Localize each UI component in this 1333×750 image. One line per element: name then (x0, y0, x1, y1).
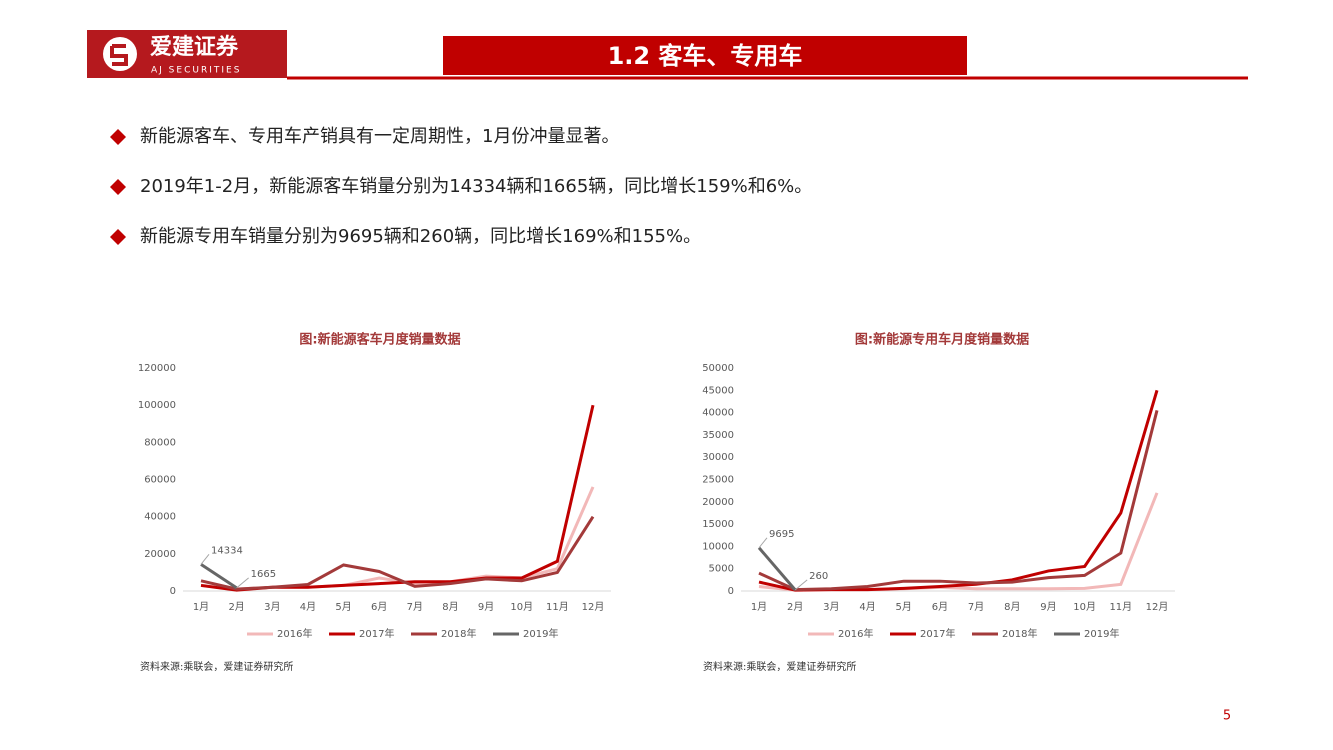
x-tick-label: 1月 (193, 601, 209, 613)
data-label: 260 (809, 571, 828, 582)
logo-en: AJ SECURITIES (151, 66, 241, 76)
logo-cn: 爱建证券 (150, 34, 239, 60)
y-tick-label: 60000 (144, 475, 176, 486)
data-label: 9695 (769, 529, 794, 540)
x-tick-label: 8月 (442, 601, 458, 613)
title-bar (443, 36, 967, 75)
label-leader (236, 577, 249, 589)
legend-label: 2018年 (1002, 627, 1037, 640)
legend-label: 2018年 (441, 627, 476, 640)
x-tick-label: 2月 (787, 601, 803, 613)
legend-label: 2017年 (359, 627, 394, 640)
x-tick-label: 11月 (1109, 601, 1132, 613)
y-tick-label: 80000 (144, 437, 176, 448)
data-label: 14334 (211, 545, 243, 556)
x-tick-label: 3月 (823, 601, 839, 613)
x-tick-label: 10月 (510, 601, 533, 613)
y-tick-label: 20000 (144, 549, 176, 560)
data-label: 1665 (251, 569, 276, 580)
bullet-text: 新能源客车、专用车产销具有一定周期性，1月份冲量显著。 (140, 126, 619, 147)
bullet-diamond (110, 179, 126, 195)
y-tick-label: 50000 (702, 363, 734, 374)
y-tick-label: 45000 (702, 385, 734, 396)
x-tick-label: 11月 (546, 601, 569, 613)
y-tick-label: 25000 (702, 475, 734, 486)
x-tick-label: 5月 (335, 601, 351, 613)
series-line (758, 410, 1159, 592)
y-tick-label: 40000 (144, 512, 176, 523)
series-line (200, 563, 238, 590)
x-tick-label: 4月 (859, 601, 875, 613)
label-leader (758, 537, 768, 549)
x-tick-label: 6月 (371, 601, 387, 613)
x-tick-label: 7月 (407, 601, 423, 613)
legend-label: 2019年 (1084, 627, 1119, 640)
y-tick-label: 120000 (138, 363, 176, 374)
y-tick-label: 30000 (702, 452, 734, 463)
x-tick-label: 12月 (582, 601, 605, 613)
y-tick-label: 100000 (138, 400, 176, 411)
chart-title: 图:新能源专用车月度销量数据 (855, 332, 1029, 348)
legend-label: 2016年 (277, 627, 312, 640)
legend-label: 2016年 (838, 627, 873, 640)
series-line (757, 546, 797, 591)
x-tick-label: 12月 (1146, 601, 1169, 613)
bullet-diamond (110, 229, 126, 245)
x-tick-label: 7月 (968, 601, 984, 613)
x-tick-label: 3月 (264, 601, 280, 613)
y-tick-label: 5000 (709, 564, 734, 575)
y-tick-label: 10000 (702, 541, 734, 552)
series-line (200, 404, 595, 592)
page-number: 5 (1223, 709, 1231, 724)
label-leader (200, 554, 210, 565)
y-tick-label: 15000 (702, 519, 734, 530)
series-line (758, 389, 1159, 592)
label-leader (794, 579, 808, 591)
x-tick-label: 6月 (932, 601, 948, 613)
chart-title: 图:新能源客车月度销量数据 (299, 332, 460, 348)
x-tick-label: 8月 (1004, 601, 1020, 613)
series-line (200, 515, 595, 591)
bullet-text: 2019年1-2月，新能源客车销量分别为14334辆和1665辆，同比增长159… (140, 176, 812, 197)
x-tick-label: 4月 (300, 601, 316, 613)
bullet-text: 新能源专用车销量分别为9695辆和260辆，同比增长169%和155%。 (140, 226, 701, 247)
source-note: 资料来源:乘联会，爱建证券研究所 (140, 660, 293, 673)
x-tick-label: 1月 (751, 601, 767, 613)
y-tick-label: 20000 (702, 497, 734, 508)
bullet-diamond (110, 129, 126, 145)
source-note: 资料来源:乘联会，爱建证券研究所 (703, 660, 856, 673)
x-tick-label: 9月 (478, 601, 494, 613)
y-tick-label: 0 (728, 586, 734, 597)
y-tick-label: 35000 (702, 430, 734, 441)
x-tick-label: 5月 (896, 601, 912, 613)
legend-label: 2017年 (920, 627, 955, 640)
x-tick-label: 9月 (1040, 601, 1056, 613)
legend-label: 2019年 (523, 627, 558, 640)
y-tick-label: 0 (170, 586, 176, 597)
slide-title: 1.2 客车、专用车 (608, 42, 803, 70)
logo-mark (110, 44, 128, 66)
y-tick-label: 40000 (702, 408, 734, 419)
x-tick-label: 10月 (1073, 601, 1096, 613)
x-tick-label: 2月 (228, 601, 244, 613)
